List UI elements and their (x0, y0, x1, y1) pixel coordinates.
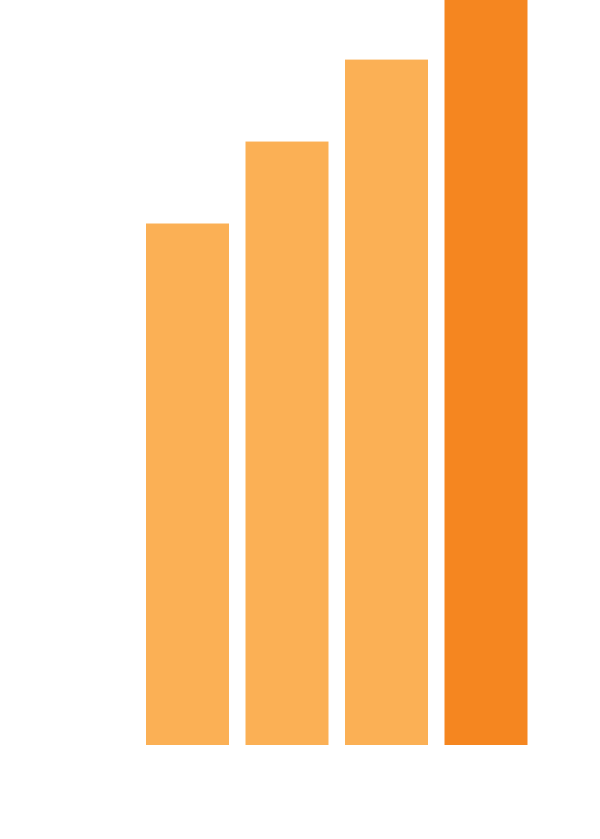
bar-highlighted (444, 0, 528, 745)
bar (345, 59, 428, 746)
bar (146, 223, 229, 745)
bar (245, 141, 329, 746)
